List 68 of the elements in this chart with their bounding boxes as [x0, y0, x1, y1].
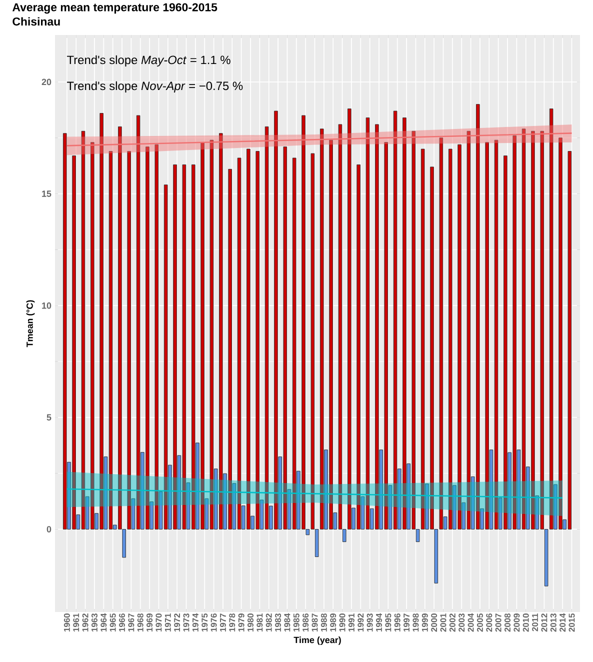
x-tick-label: 1969 — [146, 614, 153, 632]
x-tick-label: 1996 — [394, 614, 400, 632]
x-tick-label: 1995 — [385, 613, 392, 632]
y-tick-label: 5 — [46, 414, 52, 421]
x-tick-label: 1991 — [348, 613, 354, 632]
x-tick-label: 2011 — [532, 613, 538, 632]
x-tick-label: 1988 — [320, 613, 327, 632]
x-tick-label: 1994 — [376, 613, 382, 632]
x-tick-label: 1979 — [238, 614, 244, 632]
x-tick-label: 1985 — [293, 613, 300, 632]
x-tick-label: 1983 — [275, 614, 282, 632]
x-tick-label: 1997 — [404, 614, 410, 632]
x-tick-label: 1993 — [366, 614, 373, 632]
x-tick-label: 1984 — [284, 613, 290, 632]
chart-subtitle: Chisinau — [12, 17, 60, 26]
x-tick-label: 1971 — [164, 613, 171, 632]
x-tick-label: 1963 — [91, 614, 98, 632]
x-tick-label: 1961 — [73, 613, 80, 632]
x-tick-label: 1975 — [202, 613, 208, 632]
x-axis-title: Time (year) — [294, 636, 341, 645]
x-tick-label: 2002 — [449, 614, 456, 632]
x-tick-label: 1970 — [156, 614, 162, 632]
x-tick-label: 1998 — [412, 613, 419, 632]
x-tick-label: 2005 — [476, 613, 483, 632]
x-tick-label: 2000 — [431, 614, 438, 632]
x-tick-label: 2004 — [468, 613, 474, 632]
x-tick-label: 1978 — [229, 613, 236, 632]
x-tick-label: 1974 — [192, 613, 198, 632]
x-tick-label: 2001 — [440, 613, 446, 632]
y-axis-title: Tmean (°C) — [26, 300, 35, 348]
x-tick-label: 2008 — [504, 613, 510, 632]
x-tick-label: 1980 — [248, 614, 254, 632]
x-tick-label: 2014 — [560, 613, 566, 632]
y-tick-label: 20 — [42, 78, 52, 86]
x-tick-label: 1986 — [302, 614, 309, 632]
x-tick-label: 1999 — [422, 614, 428, 632]
x-tick-label: 2010 — [522, 614, 529, 632]
x-tick-label: 1973 — [183, 614, 190, 632]
x-tick-label: 1977 — [220, 614, 226, 632]
x-tick-label: 1966 — [119, 614, 125, 632]
x-tick-label: 1989 — [330, 614, 336, 632]
y-tick-label: 15 — [42, 190, 52, 197]
annotation: Trend's slope Nov-Apr = −0.75 % — [67, 81, 243, 92]
chart-title: Average mean temperature 1960-2015 — [12, 3, 218, 14]
x-tick-label: 2013 — [550, 614, 556, 632]
y-tick-label: 0 — [46, 526, 52, 532]
x-tick-label: 1981 — [256, 613, 263, 632]
x-tick-label: 2003 — [458, 614, 465, 632]
bar — [62, 133, 67, 530]
x-tick-label: 2015 — [568, 613, 575, 632]
x-tick-label: 1968 — [137, 613, 144, 632]
x-tick-label: 1990 — [339, 614, 346, 632]
x-tick-label: 1992 — [358, 614, 364, 632]
x-tick-label: 2009 — [514, 614, 520, 632]
y-tick-label: 10 — [42, 302, 52, 309]
x-tick-label: 2006 — [486, 614, 492, 632]
x-tick-label: 2012 — [541, 614, 548, 632]
x-tick-label: 1987 — [312, 614, 318, 632]
x-tick-label: 1965 — [110, 613, 116, 632]
annotation: Trend's slope May-Oct = 1.1 % — [67, 55, 230, 67]
x-tick-label: 1976 — [210, 614, 217, 632]
x-tick-label: 1964 — [100, 613, 107, 632]
x-tick-label: 1982 — [266, 614, 272, 632]
x-tick-label: 2007 — [495, 614, 502, 632]
x-tick-label: 1972 — [174, 614, 180, 632]
x-tick-label: 1962 — [82, 614, 88, 632]
x-tick-label: 1960 — [64, 614, 70, 632]
x-tick-label: 1967 — [128, 614, 134, 632]
